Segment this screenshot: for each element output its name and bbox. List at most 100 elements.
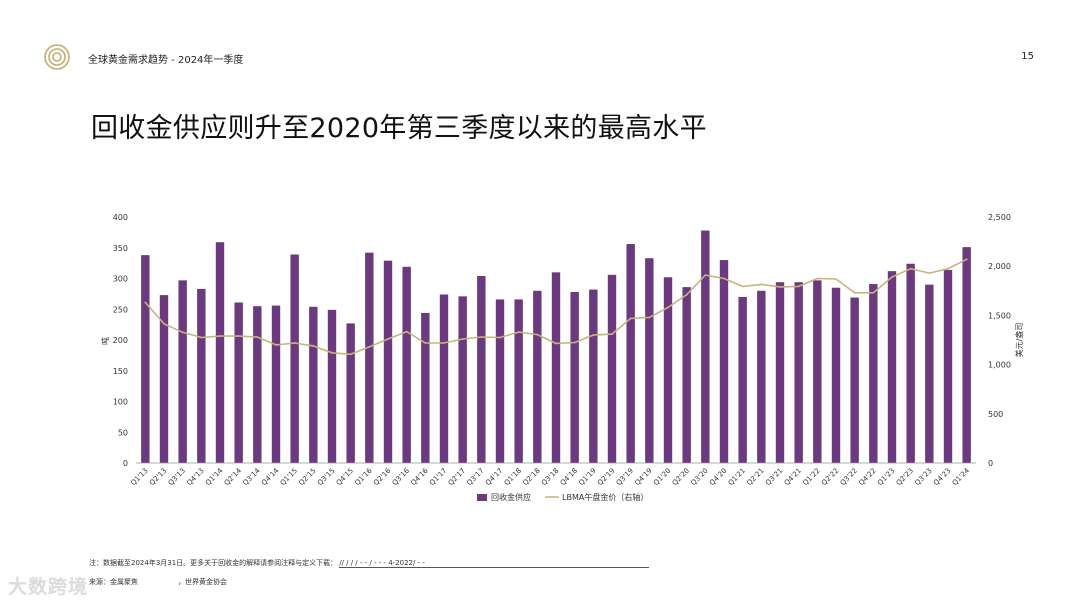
x-tick-label: Q2'16 xyxy=(372,466,393,487)
line-point xyxy=(741,285,744,288)
x-tick-label: Q1'24 xyxy=(951,466,972,487)
bar xyxy=(197,288,206,463)
x-tick-label: Q4'16 xyxy=(409,466,430,487)
x-tick-label: Q4'18 xyxy=(559,467,579,487)
bar xyxy=(495,299,505,463)
line-point xyxy=(163,322,165,325)
line-point xyxy=(293,342,296,344)
bar xyxy=(421,312,430,463)
bar xyxy=(551,272,561,463)
bar xyxy=(813,280,822,463)
line-point xyxy=(256,336,259,338)
line-point xyxy=(797,285,800,288)
brand-logo-icon xyxy=(44,44,70,70)
watermark: 大数跨境 xyxy=(8,576,89,598)
bar xyxy=(738,296,747,463)
bar xyxy=(925,284,934,463)
line-point xyxy=(424,342,427,344)
bar xyxy=(589,289,598,463)
x-tick-label: Q1'15 xyxy=(279,467,299,487)
bar xyxy=(514,299,523,463)
x-tick-label: Q3'21 xyxy=(764,467,784,487)
bar xyxy=(701,230,710,463)
bar xyxy=(757,290,766,463)
line-point xyxy=(723,277,725,280)
bar xyxy=(887,271,897,463)
x-tick-label: Q2'14 xyxy=(223,466,244,487)
y2-tick-label: 500 xyxy=(988,410,1003,419)
line-point xyxy=(573,341,576,344)
bar xyxy=(383,260,393,463)
bar xyxy=(607,274,617,463)
line-point xyxy=(779,285,781,288)
y-tick-label: 250 xyxy=(113,305,128,314)
bar xyxy=(682,287,691,463)
line-point xyxy=(685,293,688,296)
bar xyxy=(365,252,374,463)
y2-tick-label: 0 xyxy=(988,459,993,468)
x-tick-label: Q1'19 xyxy=(577,467,597,487)
source-org: ，世界黄金协会 xyxy=(178,578,227,586)
bar xyxy=(346,323,355,463)
x-tick-label: Q3'22 xyxy=(839,467,859,487)
x-tick-label: Q4'15 xyxy=(335,467,355,487)
x-tick-label: Q1'17 xyxy=(428,467,448,487)
source-note: 来源：金属聚焦 ，世界黄金协会 xyxy=(89,577,227,587)
bar xyxy=(159,295,169,463)
line-point xyxy=(648,316,651,319)
line-point xyxy=(667,306,669,309)
bar xyxy=(271,305,281,463)
y-tick-label: 300 xyxy=(113,275,128,284)
bar xyxy=(290,254,299,463)
x-tick-label: Q1'23 xyxy=(876,467,896,487)
line-point xyxy=(853,291,856,294)
line-point xyxy=(219,335,221,337)
legend-line-label: LBMA午盘金价（右轴） xyxy=(562,492,648,502)
line-point xyxy=(909,267,912,270)
y2-tick-label: 2,000 xyxy=(988,262,1011,271)
footnote-link[interactable]: // / / / - - / - - - 4-2022/ - - xyxy=(339,559,650,568)
y2-axis-title: 美元/盎司 xyxy=(1014,323,1024,358)
line-point xyxy=(592,334,595,336)
x-tick-label: Q2'22 xyxy=(820,467,840,487)
bar xyxy=(533,290,542,463)
bar xyxy=(178,280,187,463)
x-tick-label: Q2'15 xyxy=(297,467,317,487)
y2-tick-label: 2,500 xyxy=(988,213,1011,222)
page-number: 15 xyxy=(1021,51,1034,62)
line-point xyxy=(517,331,520,334)
x-tick-label: Q4'20 xyxy=(708,467,728,487)
line-point xyxy=(872,291,875,294)
x-tick-label: Q3'19 xyxy=(615,467,635,487)
line-point xyxy=(704,274,707,276)
bar xyxy=(253,306,262,463)
x-tick-label: Q2'21 xyxy=(745,467,765,487)
line-point xyxy=(835,278,837,280)
line-point xyxy=(947,267,949,270)
bar xyxy=(309,306,318,463)
y-axis-title: 吨 xyxy=(100,337,110,345)
y-tick-label: 200 xyxy=(113,336,128,345)
x-tick-label: Q3'13 xyxy=(167,467,187,487)
line-point xyxy=(461,338,464,340)
legend-bar-label: 回收金供应 xyxy=(491,492,531,502)
x-tick-label: Q3'16 xyxy=(391,466,412,487)
x-tick-label: Q2'17 xyxy=(447,467,467,487)
bar xyxy=(962,247,971,463)
x-tick-label: Q3'15 xyxy=(316,467,336,487)
legend-bar-swatch xyxy=(477,494,487,501)
line-point xyxy=(405,330,408,333)
x-tick-label: Q4'23 xyxy=(932,467,952,487)
bar xyxy=(477,276,486,463)
line-point xyxy=(312,345,315,347)
line-point xyxy=(760,283,763,286)
y2-tick-label: 1,500 xyxy=(988,311,1011,320)
line-point xyxy=(965,258,968,261)
bar xyxy=(775,282,785,463)
x-tick-label: Q1'13 xyxy=(129,467,149,487)
line-point xyxy=(891,276,893,278)
y-tick-label: 100 xyxy=(113,398,128,407)
line-point xyxy=(349,353,352,356)
bar xyxy=(626,244,635,463)
